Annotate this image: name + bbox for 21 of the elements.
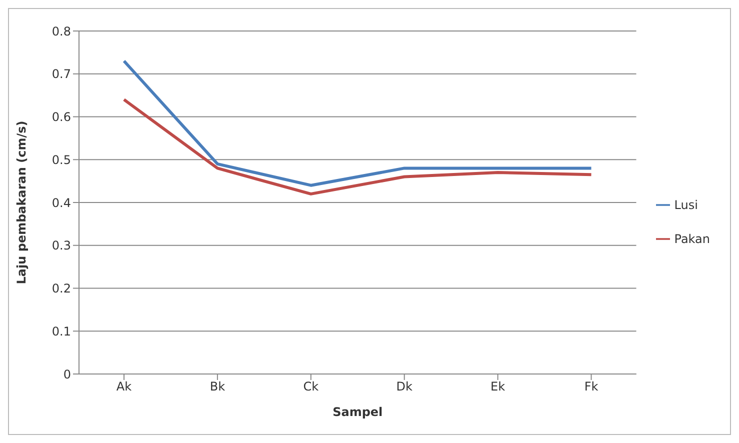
y-tick-label: 0.3 (52, 238, 71, 253)
legend-label: Pakan (674, 232, 710, 246)
y-tick-label: 0.2 (52, 282, 71, 296)
y-tick-label: 0.1 (52, 324, 71, 338)
y-tick-label: 0.4 (52, 196, 71, 210)
legend-label: Lusi (674, 198, 698, 212)
y-axis-title: Laju pembakaran (cm/s) (14, 120, 28, 284)
x-tick-label: Dk (396, 380, 412, 394)
line-series (122, 60, 593, 187)
x-tick-label: Ck (303, 380, 319, 394)
y-tick-label: 0.6 (52, 110, 71, 124)
y-tick-label: 0 (63, 367, 71, 382)
x-axis-title: Sampel (332, 405, 383, 419)
x-tick-label: Fk (584, 380, 598, 394)
x-tick-label: Ek (490, 380, 506, 394)
line-series (122, 98, 593, 196)
x-tick-label: Ak (116, 380, 132, 394)
y-tick-label: 0.5 (52, 152, 71, 167)
y-tick-label: 0.8 (52, 24, 71, 38)
x-tick-label: Bk (210, 380, 226, 394)
y-tick-label: 0.7 (52, 67, 71, 82)
